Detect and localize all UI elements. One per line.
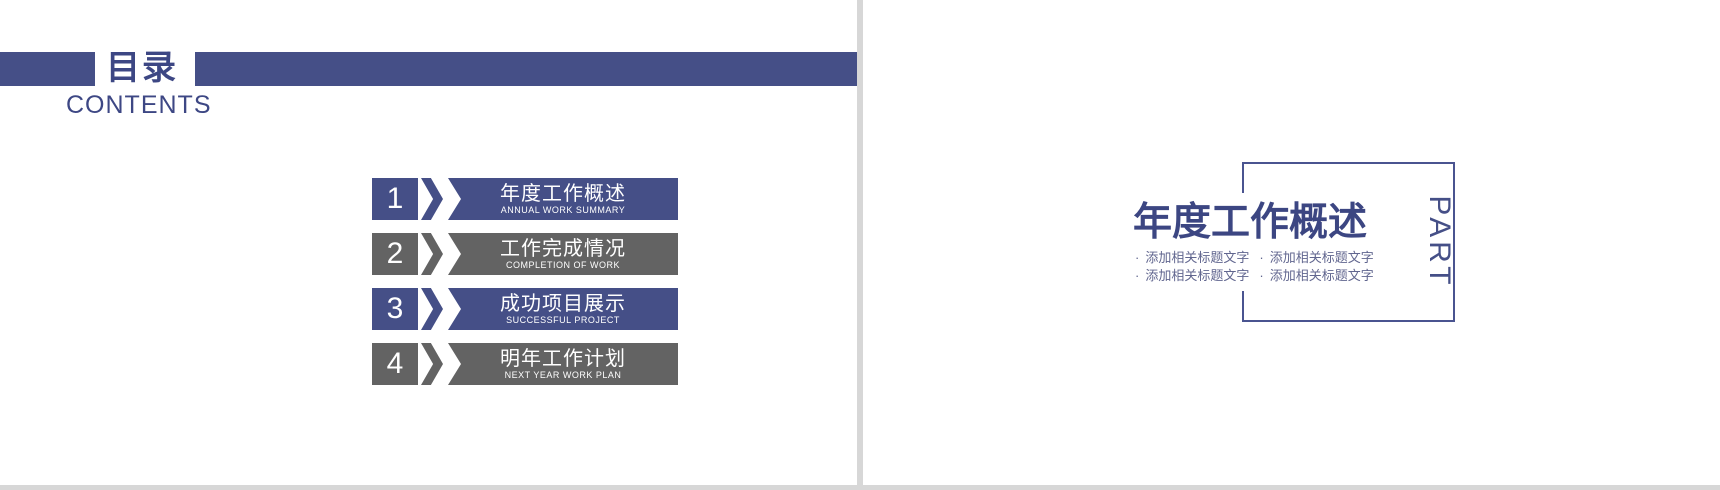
bullet-dot-icon: · xyxy=(1135,250,1140,265)
toc-item-3[interactable]: 3 成功项目展示 SUCCESSFUL PROJECT xyxy=(372,288,678,330)
slide-toc[interactable]: 目录 CONTENTS 1 年度工作概述 ANNUAL WORK SUMMARY… xyxy=(0,0,857,485)
toc-item-number: 2 xyxy=(372,233,418,275)
bullet-item: 添加相关标题文字 xyxy=(1145,268,1250,283)
part-box-border-right xyxy=(1453,162,1455,322)
toc-item-caption: COMPLETION OF WORK xyxy=(505,259,620,270)
part-box-border-left-lower xyxy=(1242,291,1244,322)
toc-item-title: 年度工作概述 xyxy=(500,182,626,205)
bullet-line: · 添加相关标题文字 · 添加相关标题文字 xyxy=(1135,249,1384,267)
toc-item-title: 工作完成情况 xyxy=(500,237,626,260)
part-label[interactable]: PART xyxy=(1423,195,1456,289)
section-bullets[interactable]: · 添加相关标题文字 · 添加相关标题文字 · 添加相关标题文字 · 添加相关标题文字 xyxy=(1135,249,1384,285)
toc-item-bar: 工作完成情况 COMPLETION OF WORK xyxy=(448,233,678,275)
toc-item-list: 1 年度工作概述 ANNUAL WORK SUMMARY 2 工作完成情况 CO… xyxy=(372,178,678,398)
bullet-line: · 添加相关标题文字 · 添加相关标题文字 xyxy=(1135,267,1384,285)
toc-item-bar: 成功项目展示 SUCCESSFUL PROJECT xyxy=(448,288,678,330)
part-box-border-top xyxy=(1242,162,1455,164)
part-box-border-bottom xyxy=(1242,320,1455,322)
chevron-right-icon xyxy=(421,178,443,220)
bullet-item: 添加相关标题文字 xyxy=(1269,250,1374,265)
chevron-right-icon xyxy=(421,288,443,330)
toc-header-bar-right xyxy=(195,52,857,86)
toc-item-title: 成功项目展示 xyxy=(500,292,626,315)
toc-item-1[interactable]: 1 年度工作概述 ANNUAL WORK SUMMARY xyxy=(372,178,678,220)
toc-item-caption: SUCCESSFUL PROJECT xyxy=(506,314,620,325)
toc-header-bar-left xyxy=(0,52,95,86)
toc-item-number: 1 xyxy=(372,178,418,220)
bullet-dot-icon: · xyxy=(1259,250,1264,265)
toc-item-bar: 明年工作计划 NEXT YEAR WORK PLAN xyxy=(448,343,678,385)
toc-item-4[interactable]: 4 明年工作计划 NEXT YEAR WORK PLAN xyxy=(372,343,678,385)
toc-item-caption: NEXT YEAR WORK PLAN xyxy=(504,369,622,380)
toc-item-title: 明年工作计划 xyxy=(500,347,626,370)
section-title[interactable]: 年度工作概述 xyxy=(1132,201,1367,244)
slide-section-part[interactable]: 年度工作概述 · 添加相关标题文字 · 添加相关标题文字 · 添加相关标题文字 · 添加相关… xyxy=(863,0,1720,485)
bullet-item: 添加相关标题文字 xyxy=(1145,250,1250,265)
toc-subtitle[interactable]: CONTENTS xyxy=(66,91,212,119)
chevron-right-icon xyxy=(421,233,443,275)
chevron-right-icon xyxy=(421,343,443,385)
toc-item-2[interactable]: 2 工作完成情况 COMPLETION OF WORK xyxy=(372,233,678,275)
bullet-dot-icon: · xyxy=(1135,268,1140,283)
bullet-dot-icon: · xyxy=(1259,268,1264,283)
toc-title[interactable]: 目录 xyxy=(106,49,178,87)
toc-item-number: 3 xyxy=(372,288,418,330)
bullet-item: 添加相关标题文字 xyxy=(1269,268,1374,283)
toc-item-caption: ANNUAL WORK SUMMARY xyxy=(500,204,626,215)
part-box-border-left-upper xyxy=(1242,162,1244,193)
toc-item-bar: 年度工作概述 ANNUAL WORK SUMMARY xyxy=(448,178,678,220)
toc-item-number: 4 xyxy=(372,343,418,385)
